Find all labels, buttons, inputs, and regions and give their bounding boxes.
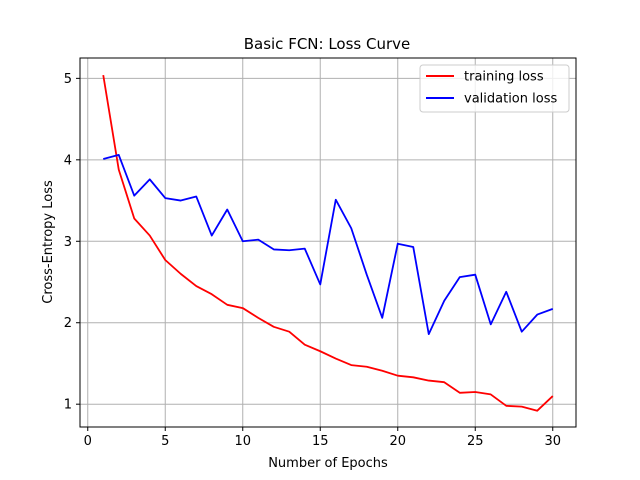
y-axis-label: Cross-Entropy Loss	[41, 180, 56, 304]
legend-box	[419, 64, 570, 113]
x-tick-label: 15	[312, 434, 329, 449]
y-tick-label: 4	[64, 153, 72, 168]
x-tick-label: 0	[84, 434, 92, 449]
validation-loss-line	[103, 154, 554, 336]
series-lines	[102, 74, 554, 412]
training-loss-line	[102, 74, 554, 412]
y-tick-label: 1	[64, 398, 72, 413]
y-tick-label: 5	[64, 72, 72, 87]
x-tick-label: 30	[544, 434, 561, 449]
legend: training loss validation loss	[419, 64, 570, 113]
x-tick-label: 25	[467, 434, 484, 449]
legend-label-validation: validation loss	[464, 92, 557, 107]
x-tick-label: 20	[389, 434, 406, 449]
y-tick-label: 3	[64, 235, 72, 250]
legend-label-training: training loss	[464, 70, 544, 85]
plot-area-frame	[79, 57, 577, 428]
y-tick-label: 2	[64, 316, 72, 331]
x-axis-ticks: 0 5 10 15 20 25 30	[84, 427, 561, 449]
chart-title: Basic FCN: Loss Curve	[244, 35, 411, 53]
x-axis-label: Number of Epochs	[268, 456, 388, 471]
y-axis-ticks: 1 2 3 4 5	[64, 72, 80, 413]
x-tick-label: 10	[234, 434, 251, 449]
x-tick-label: 5	[161, 434, 169, 449]
